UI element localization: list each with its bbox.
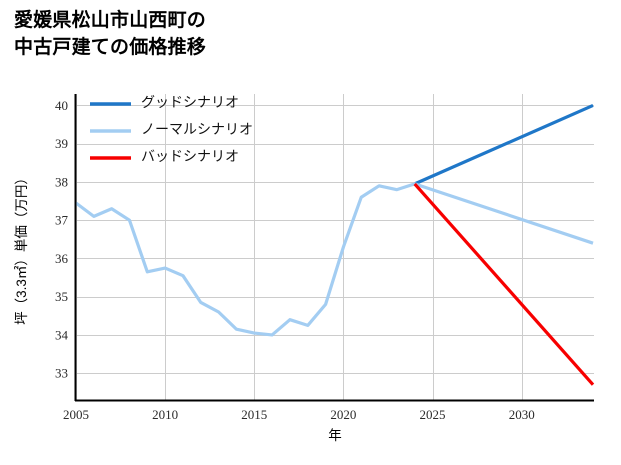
y-tick-label: 38: [55, 174, 68, 189]
x-tick-label: 2010: [152, 407, 178, 422]
y-tick-label: 37: [55, 213, 69, 228]
y-tick-label: 40: [55, 98, 68, 113]
legend-label-1: ノーマルシナリオ: [141, 123, 253, 138]
series-line-2: [413, 182, 595, 386]
y-tick-label: 39: [55, 136, 68, 151]
y-tick-labels-group: 33 34 35 36 37 38 39 40: [55, 98, 69, 381]
x-axis-title: 年: [328, 428, 342, 443]
x-tick-label: 2015: [241, 407, 267, 422]
legend-label-0: グッドシナリオ: [141, 95, 239, 111]
y-tick-label: 33: [55, 366, 68, 381]
axes-group: [74, 94, 594, 402]
chart-title: 愛媛県松山市山西町の 中古戸建ての価格推移: [14, 10, 207, 58]
series-group: [75, 104, 595, 386]
series-line-0: [414, 104, 594, 186]
y-axis-title: 坪（3.3㎡）単価（万円）: [14, 171, 29, 325]
x-tick-label: 2030: [509, 407, 535, 422]
y-tick-label: 35: [55, 289, 68, 304]
x-tick-label: 2025: [420, 407, 446, 422]
series-line-1: [75, 182, 594, 337]
y-tick-label: 34: [55, 327, 69, 342]
x-tick-label: 2020: [330, 407, 356, 422]
x-tick-labels-group: 2005 2010 2015 2020 2025 2030: [63, 407, 535, 422]
x-tick-label: 2005: [63, 407, 89, 422]
y-tick-label: 36: [55, 251, 69, 266]
legend-label-2: バッドシナリオ: [141, 150, 239, 165]
